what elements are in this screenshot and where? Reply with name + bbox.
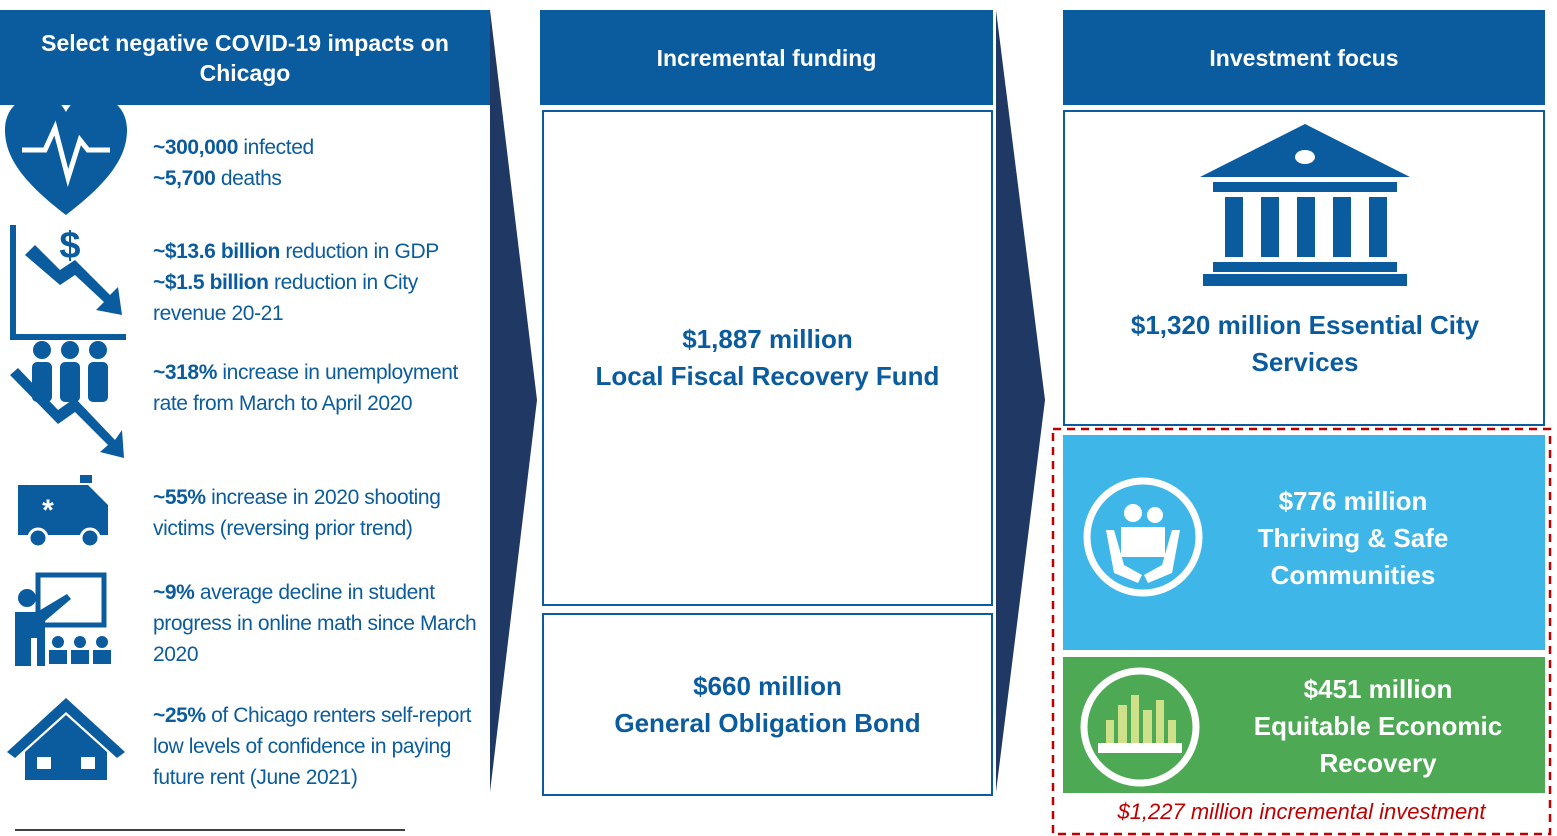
group-outline [1051, 427, 1552, 836]
impact-text: of Chicago renters self-report low level… [153, 704, 472, 789]
funding-title: Incremental funding [656, 44, 877, 71]
pulse [22, 120, 110, 188]
total-text: $1,227 million incremental investment [1117, 799, 1486, 824]
investment-amount: $451 million [1303, 674, 1453, 704]
impact-text: increase in unemployment rate from March… [153, 361, 458, 415]
total-investment: $1,227 million incremental investment [1055, 797, 1548, 827]
community-icon [1083, 477, 1203, 597]
impact-figure: ~25% [153, 704, 206, 727]
investment-name: Equitable Economic Recovery [1253, 711, 1503, 778]
funding-amount: $1,887 million [682, 324, 853, 354]
investment-title: Investment focus [1209, 44, 1399, 71]
down-arrow [25, 245, 122, 315]
impact-item: ~300,000 infected ~5,700 deaths [153, 132, 483, 194]
government-icon [1200, 124, 1410, 286]
investment-amount: $1,320 million [1130, 310, 1302, 340]
investment-box: $451 million Equitable Economic Recovery [1063, 657, 1545, 793]
impact-figure: ~55% [153, 486, 206, 509]
impact-figure: ~9% [153, 581, 195, 604]
impact-text: deaths [220, 167, 282, 190]
impact-item: ~9% average decline in student progress … [153, 577, 483, 670]
heart-icon [5, 95, 127, 215]
funding-box: $660 million General Obligation Bond [542, 613, 993, 796]
impact-text: reduction in City revenue 20-21 [153, 271, 418, 325]
funding-header: Incremental funding [540, 10, 993, 105]
ambulance-icon: * [18, 475, 108, 549]
funding-name: Local Fiscal Recovery Fund [595, 361, 940, 391]
impact-figure: ~318% [153, 361, 217, 384]
investment-name: Thriving & Safe Communities [1257, 523, 1449, 590]
impact-figure: ~5,700 [153, 167, 216, 190]
teacher-icon [15, 572, 111, 666]
funding-box: $1,887 million Local Fiscal Recovery Fund [542, 110, 993, 606]
impacts-title: Select negative COVID-19 impacts on Chic… [41, 29, 449, 86]
investment-label: $776 million Thriving & Safe Communities [1213, 483, 1493, 594]
arrow [490, 10, 537, 792]
impact-item: ~25% of Chicago renters self-report low … [153, 700, 483, 793]
impact-item: ~$13.6 billion reduction in GDP ~$1.5 bi… [153, 236, 483, 329]
impact-figure: ~$1.5 billion [153, 271, 269, 294]
arrow [996, 10, 1045, 792]
svg-text:*: * [42, 494, 54, 527]
dollar-icon: $ [59, 225, 80, 267]
investment-label: $1,320 million Essential City Services [1085, 307, 1525, 381]
investment-box: $776 million Thriving & Safe Communities [1063, 435, 1545, 650]
investment-label: $451 million Equitable Economic Recovery [1213, 671, 1543, 782]
impact-text: increase in 2020 shooting victims (rever… [153, 486, 441, 540]
impact-text: average decline in student progress in o… [153, 581, 477, 666]
impact-item: ~55% increase in 2020 shooting victims (… [153, 482, 483, 544]
house-icon [7, 698, 125, 780]
investment-amount: $776 million [1278, 486, 1428, 516]
funding-name: General Obligation Bond [614, 707, 921, 738]
impact-figure: ~300,000 [153, 136, 238, 159]
impacts-header: Select negative COVID-19 impacts on Chic… [0, 10, 490, 105]
impact-item: ~318% increase in unemployment rate from… [153, 357, 483, 419]
people-icon [10, 341, 124, 458]
impact-figure: ~$13.6 billion [153, 240, 280, 263]
impact-text: reduction in GDP [285, 240, 439, 263]
recovery-icon [1080, 667, 1200, 787]
funding-amount: $660 million [693, 670, 842, 701]
investment-header: Investment focus [1063, 10, 1545, 105]
investment-box: $1,320 million Essential City Services [1063, 110, 1545, 426]
investment-name: Essential City Services [1251, 310, 1480, 377]
impact-text: infected [243, 136, 314, 159]
